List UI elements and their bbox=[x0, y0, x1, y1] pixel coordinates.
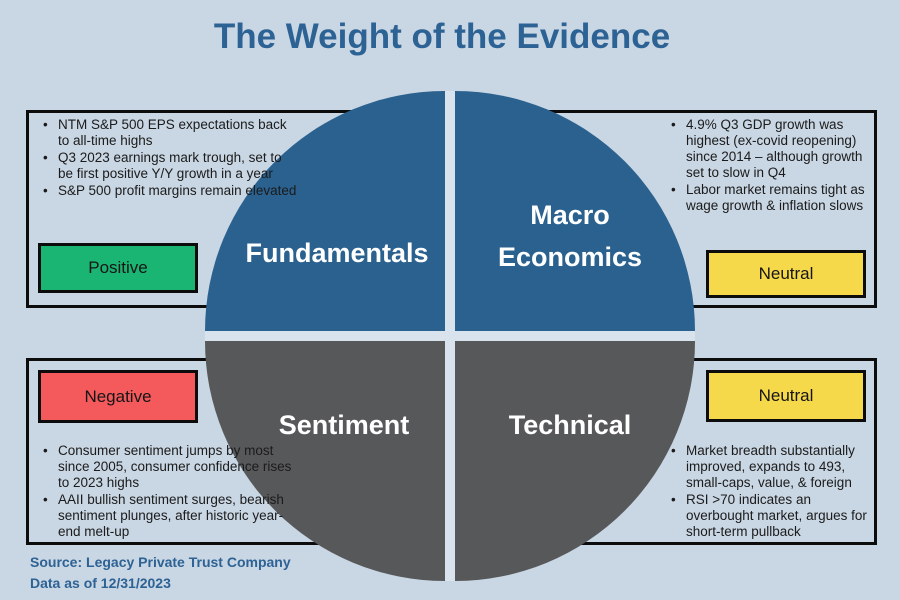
fundamentals-label: Fundamentals bbox=[245, 238, 429, 268]
circle-horizontal-divider bbox=[205, 331, 695, 341]
technical-rating-label: Neutral bbox=[758, 386, 814, 405]
technical-rating-badge: Neutral bbox=[706, 370, 866, 422]
bullet-item: Market breadth substantially improved, e… bbox=[664, 443, 878, 491]
bullet-item: Consumer sentiment jumps by most since 2… bbox=[36, 443, 302, 491]
fundamentals-rating-badge: Positive bbox=[38, 243, 198, 293]
macro-bullet-list: 4.9% Q3 GDP growth was highest (ex-covid… bbox=[664, 117, 876, 215]
bullet-item: AAII bullish sentiment surges, bearish s… bbox=[36, 492, 302, 540]
source-note: Source: Legacy Private Trust Company Dat… bbox=[30, 552, 291, 594]
sentiment-bullet-list: Consumer sentiment jumps by most since 2… bbox=[36, 443, 302, 541]
macro-rating-badge: Neutral bbox=[706, 250, 866, 298]
macro-rating-label: Neutral bbox=[758, 264, 814, 283]
macro-economics-label: Macro Economics bbox=[450, 194, 690, 278]
sentiment-rating-badge: Negative bbox=[38, 370, 198, 423]
technical-label: Technical bbox=[508, 410, 632, 440]
data-as-of-line: Data as of 12/31/2023 bbox=[30, 575, 171, 591]
source-line: Source: Legacy Private Trust Company bbox=[30, 554, 291, 570]
sentiment-rating-label: Negative bbox=[84, 386, 152, 406]
fundamentals-rating-label: Positive bbox=[88, 258, 148, 277]
bullet-item: 4.9% Q3 GDP growth was highest (ex-covid… bbox=[664, 117, 876, 181]
bullet-item: Q3 2023 earnings mark trough, set to be … bbox=[36, 150, 298, 182]
macro-label-line2: Economics bbox=[497, 242, 643, 272]
quadrant-technical bbox=[455, 341, 695, 581]
sentiment-label: Sentiment bbox=[278, 410, 410, 440]
page-title: The Weight of the Evidence bbox=[213, 17, 671, 56]
bullet-item: Labor market remains tight as wage growt… bbox=[664, 182, 876, 214]
fundamentals-bullet-list: NTM S&P 500 EPS expectations back to all… bbox=[36, 117, 298, 200]
macro-label-line1: Macro bbox=[530, 200, 610, 230]
bullet-item: NTM S&P 500 EPS expectations back to all… bbox=[36, 117, 298, 149]
technical-bullet-list: Market breadth substantially improved, e… bbox=[664, 443, 878, 541]
bullet-item: RSI >70 indicates an overbought market, … bbox=[664, 492, 878, 540]
bullet-item: S&P 500 profit margins remain elevated bbox=[36, 183, 298, 199]
